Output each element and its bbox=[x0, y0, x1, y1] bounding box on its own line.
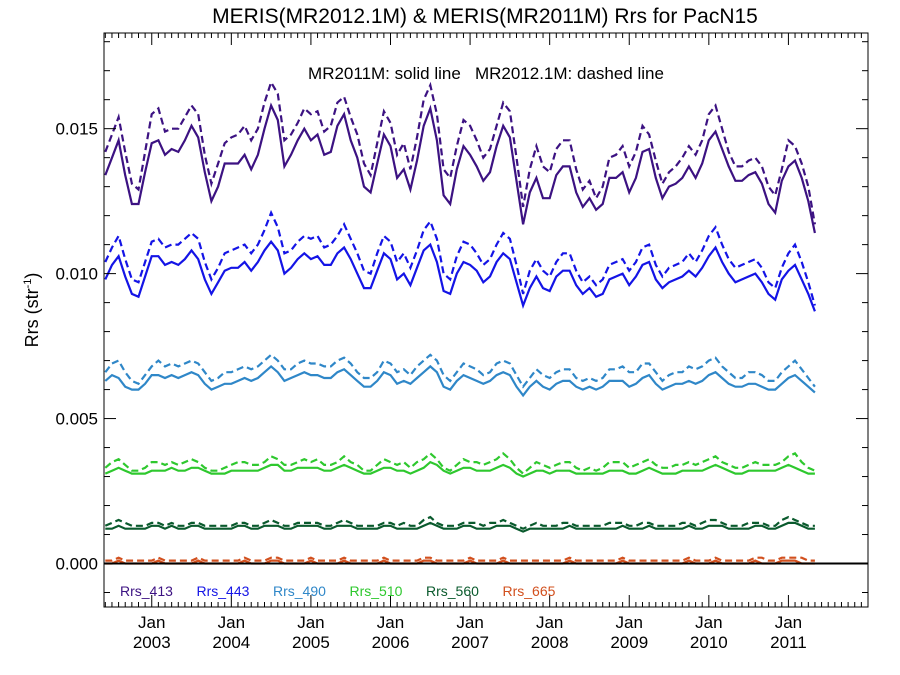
x-tick-year-label: 2003 bbox=[133, 633, 171, 652]
x-tick-month-label: Jan bbox=[218, 613, 245, 632]
x-tick-year-label: 2006 bbox=[372, 633, 410, 652]
x-tick-month-label: Jan bbox=[536, 613, 563, 632]
x-tick-month-label: Jan bbox=[377, 613, 404, 632]
x-tick-year-label: 2008 bbox=[531, 633, 569, 652]
x-tick-month-label: Jan bbox=[297, 613, 324, 632]
x-tick-month-label: Jan bbox=[775, 613, 802, 632]
y-tick-label: 0.000 bbox=[55, 555, 98, 574]
x-tick-year-label: 2004 bbox=[212, 633, 250, 652]
y-tick-label: 0.005 bbox=[55, 410, 98, 429]
line-Rrs_443-solid bbox=[104, 239, 816, 312]
line-Rrs_560-solid bbox=[105, 521, 815, 533]
line-Rrs_560-dashed bbox=[104, 515, 815, 530]
line-Rrs_490-dashed bbox=[104, 353, 816, 389]
legend-Rrs_665: Rrs_665 bbox=[503, 583, 556, 599]
x-tick-month-label: Jan bbox=[616, 613, 643, 632]
series-Rrs_413 bbox=[104, 79, 816, 234]
series-Rrs_443 bbox=[104, 209, 816, 312]
x-tick-month-label: Jan bbox=[138, 613, 165, 632]
x-tick-year-label: 2009 bbox=[610, 633, 648, 652]
line-Rrs_665-dashed bbox=[105, 556, 815, 562]
line-Rrs_443-dashed bbox=[104, 209, 816, 306]
x-tick-year-label: 2011 bbox=[770, 633, 807, 652]
line-Rrs_413-dashed bbox=[104, 79, 816, 225]
legend-Rrs_510: Rrs_510 bbox=[350, 583, 403, 599]
series-Rrs_490 bbox=[104, 353, 816, 398]
y-tick-label: 0.010 bbox=[55, 265, 98, 284]
plot-frame bbox=[103, 32, 869, 608]
chart-title: MERIS(MR2012.1M) & MERIS(MR2011M) Rrs fo… bbox=[212, 5, 758, 28]
line-Rrs_413-solid bbox=[104, 102, 816, 234]
line-Rrs_490-solid bbox=[104, 364, 816, 398]
x-tick-month-label: Jan bbox=[695, 613, 722, 632]
x-tick-year-label: 2005 bbox=[292, 633, 330, 652]
legend-Rrs_443: Rrs_443 bbox=[197, 583, 250, 599]
x-tick-year-label: 2010 bbox=[690, 633, 728, 652]
series-Rrs_560 bbox=[104, 515, 815, 533]
y-axis-label: Rrs (str-1) bbox=[22, 273, 42, 348]
x-tick-month-label: Jan bbox=[456, 613, 483, 632]
series-Rrs_510 bbox=[104, 451, 816, 478]
line-Rrs_510-dashed bbox=[104, 451, 816, 476]
x-tick-year-label: 2007 bbox=[451, 633, 489, 652]
line-Rrs_510-solid bbox=[104, 460, 815, 478]
legend-Rrs_490: Rrs_490 bbox=[273, 583, 326, 599]
legend-Rrs_413: Rrs_413 bbox=[120, 583, 173, 599]
line-style-annotation: MR2011M: solid line MR2012.1M: dashed li… bbox=[308, 64, 664, 83]
y-tick-label: 0.015 bbox=[55, 120, 98, 139]
legend-Rrs_560: Rrs_560 bbox=[426, 583, 479, 599]
